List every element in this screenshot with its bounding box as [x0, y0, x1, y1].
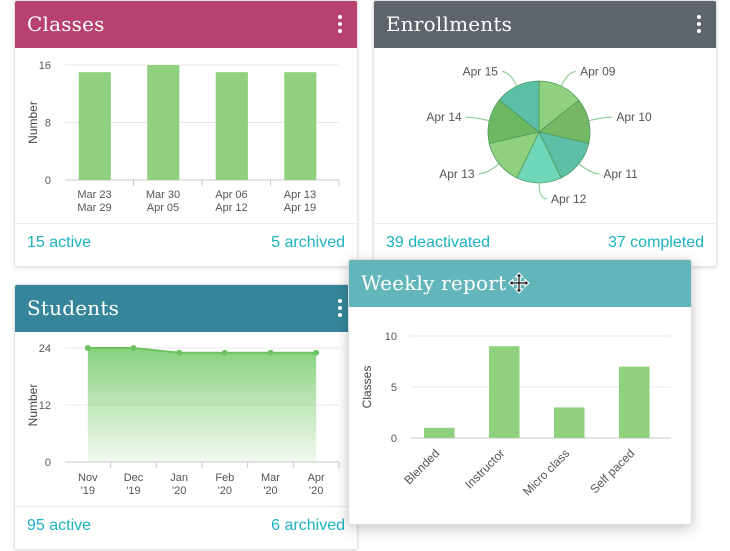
more-vertical-icon[interactable] — [696, 15, 702, 35]
students-x-tick-label: '20 — [172, 485, 186, 497]
weekly-bar — [489, 346, 520, 438]
weekly-bar — [424, 427, 455, 438]
classes-x-tick-label: Mar 30 — [146, 189, 180, 201]
enrollments-pie-leader — [578, 163, 600, 175]
students-x-tick-label: '20 — [309, 485, 323, 497]
classes-x-tick-label: Apr 05 — [147, 202, 179, 214]
classes-x-tick-label: Apr 19 — [284, 202, 316, 214]
students-point — [176, 349, 183, 356]
enrollments-pie-leader — [588, 116, 613, 122]
students-archived-link[interactable]: 6 archived — [271, 517, 345, 534]
move-cursor-icon — [508, 272, 530, 294]
enrollments-pie-label: Apr 12 — [551, 192, 587, 206]
enrollments-pie-slice — [498, 80, 540, 133]
weekly-x-tick-label: Instructor — [462, 446, 507, 491]
students-x-tick-label: Nov — [78, 472, 98, 484]
enrollments-header: Enrollments — [374, 1, 716, 48]
students-title: Students — [27, 296, 120, 320]
students-x-tick-label: Feb — [215, 472, 234, 484]
students-card: Students 0 12 24 Number Nov '19 Dec '19 Jan '20 Fe… — [14, 284, 358, 550]
students-footer: 95 active 6 archived — [15, 506, 357, 549]
classes-header: Classes — [15, 1, 357, 48]
students-x-tick-label: '19 — [126, 485, 140, 497]
weekly-report-chart: 0 5 10 Classes Blended Instructor Micro class S… — [360, 331, 671, 499]
students-chart: 01224NumberNov'19Dec'19Jan'20Feb'20Mar'2… — [26, 343, 340, 497]
enrollments-deactivated-link[interactable]: 39 deactivated — [386, 234, 491, 251]
students-point — [267, 349, 274, 356]
enrollments-completed-link[interactable]: 37 completed — [607, 234, 704, 251]
students-active-link[interactable]: 95 active — [27, 517, 92, 534]
students-x-tick-label: Mar — [261, 472, 280, 484]
enrollments-pie-leader — [465, 116, 490, 122]
students-y-axis-title: Number — [26, 384, 40, 427]
classes-card: Classes 0 8 16 Number Mar 23 Mar 29 Mar 30 Apr … — [14, 0, 358, 267]
enrollments-pie-leader — [478, 163, 500, 175]
students-y-tick-label: 0 — [45, 457, 51, 469]
classes-footer: 15 active 5 archived — [15, 223, 357, 266]
weekly-x-tick-label: Self paced — [587, 446, 637, 496]
weekly-y-tick-label: 10 — [385, 331, 397, 343]
enrollments-pie-label: Apr 13 — [439, 167, 475, 181]
classes-y-tick-label: 8 — [45, 118, 51, 130]
classes-bar — [215, 72, 248, 180]
weekly-report-header[interactable]: Weekly report — [349, 260, 691, 307]
students-x-tick-label: '20 — [218, 485, 232, 497]
classes-y-axis-title: Number — [26, 101, 40, 144]
classes-x-tick-label: Mar 23 — [77, 189, 111, 201]
more-vertical-icon[interactable] — [337, 299, 343, 319]
enrollments-title: Enrollments — [386, 12, 513, 36]
weekly-bar — [554, 407, 585, 438]
students-header: Students — [15, 285, 357, 332]
enrollments-pie-label: Apr 10 — [616, 110, 652, 124]
classes-x-tick-label: Mar 29 — [77, 202, 111, 214]
classes-bar — [147, 65, 180, 180]
weekly-report-title: Weekly report — [361, 271, 507, 295]
classes-archived-link[interactable]: 5 archived — [271, 234, 345, 251]
enrollments-pie-leader — [501, 71, 518, 87]
enrollments-pie-label: Apr 09 — [580, 65, 616, 79]
classes-title: Classes — [27, 12, 105, 36]
students-point — [84, 345, 91, 351]
students-x-tick-label: Dec — [124, 472, 144, 484]
weekly-report-card[interactable]: Weekly report 0 5 10 Classes Blended Instruct… — [348, 259, 692, 525]
enrollments-pie-label: Apr 14 — [426, 110, 462, 124]
students-x-tick-label: '19 — [81, 485, 95, 497]
classes-x-tick-label: Apr 12 — [215, 202, 247, 214]
students-x-tick-label: '20 — [263, 485, 277, 497]
classes-y-tick-label: 0 — [45, 175, 51, 187]
enrollments-footer: 39 deactivated 37 completed — [374, 223, 716, 266]
weekly-y-tick-label: 0 — [391, 433, 397, 445]
students-point — [221, 349, 228, 356]
weekly-y-axis-title: Classes — [360, 366, 374, 409]
enrollments-chart: Apr 09 Apr 10 Apr 11 Apr 12 Apr 13 Apr 14 Apr … — [426, 65, 652, 206]
classes-y-tick-label: 16 — [39, 60, 51, 72]
classes-x-tick-label: Apr 13 — [284, 189, 316, 201]
classes-active-link[interactable]: 15 active — [27, 234, 92, 251]
students-x-tick-label: Jan — [170, 472, 188, 484]
more-vertical-icon[interactable] — [337, 15, 343, 35]
enrollments-card: Enrollments Apr 09 Apr 10 Apr 11 Apr 12 Apr … — [373, 0, 717, 267]
weekly-y-tick-label: 5 — [391, 382, 397, 394]
enrollments-pie-leader — [560, 71, 577, 87]
weekly-bar — [619, 366, 650, 438]
students-area — [87, 348, 317, 462]
weekly-x-tick-label: Micro class — [520, 446, 572, 498]
enrollments-pie-label: Apr 15 — [463, 65, 499, 79]
classes-x-tick-label: Apr 06 — [215, 189, 247, 201]
students-point — [130, 345, 137, 351]
classes-bar — [284, 72, 317, 180]
students-y-tick-label: 12 — [39, 400, 51, 412]
students-x-tick-label: Apr — [308, 472, 325, 484]
students-point — [313, 349, 320, 356]
weekly-x-tick-label: Blended — [401, 446, 442, 487]
enrollments-pie-label: Apr 11 — [603, 167, 638, 181]
students-y-tick-label: 24 — [39, 343, 51, 355]
students-line — [87, 347, 317, 354]
classes-bar — [78, 72, 111, 180]
enrollments-pie-leader — [538, 182, 548, 200]
